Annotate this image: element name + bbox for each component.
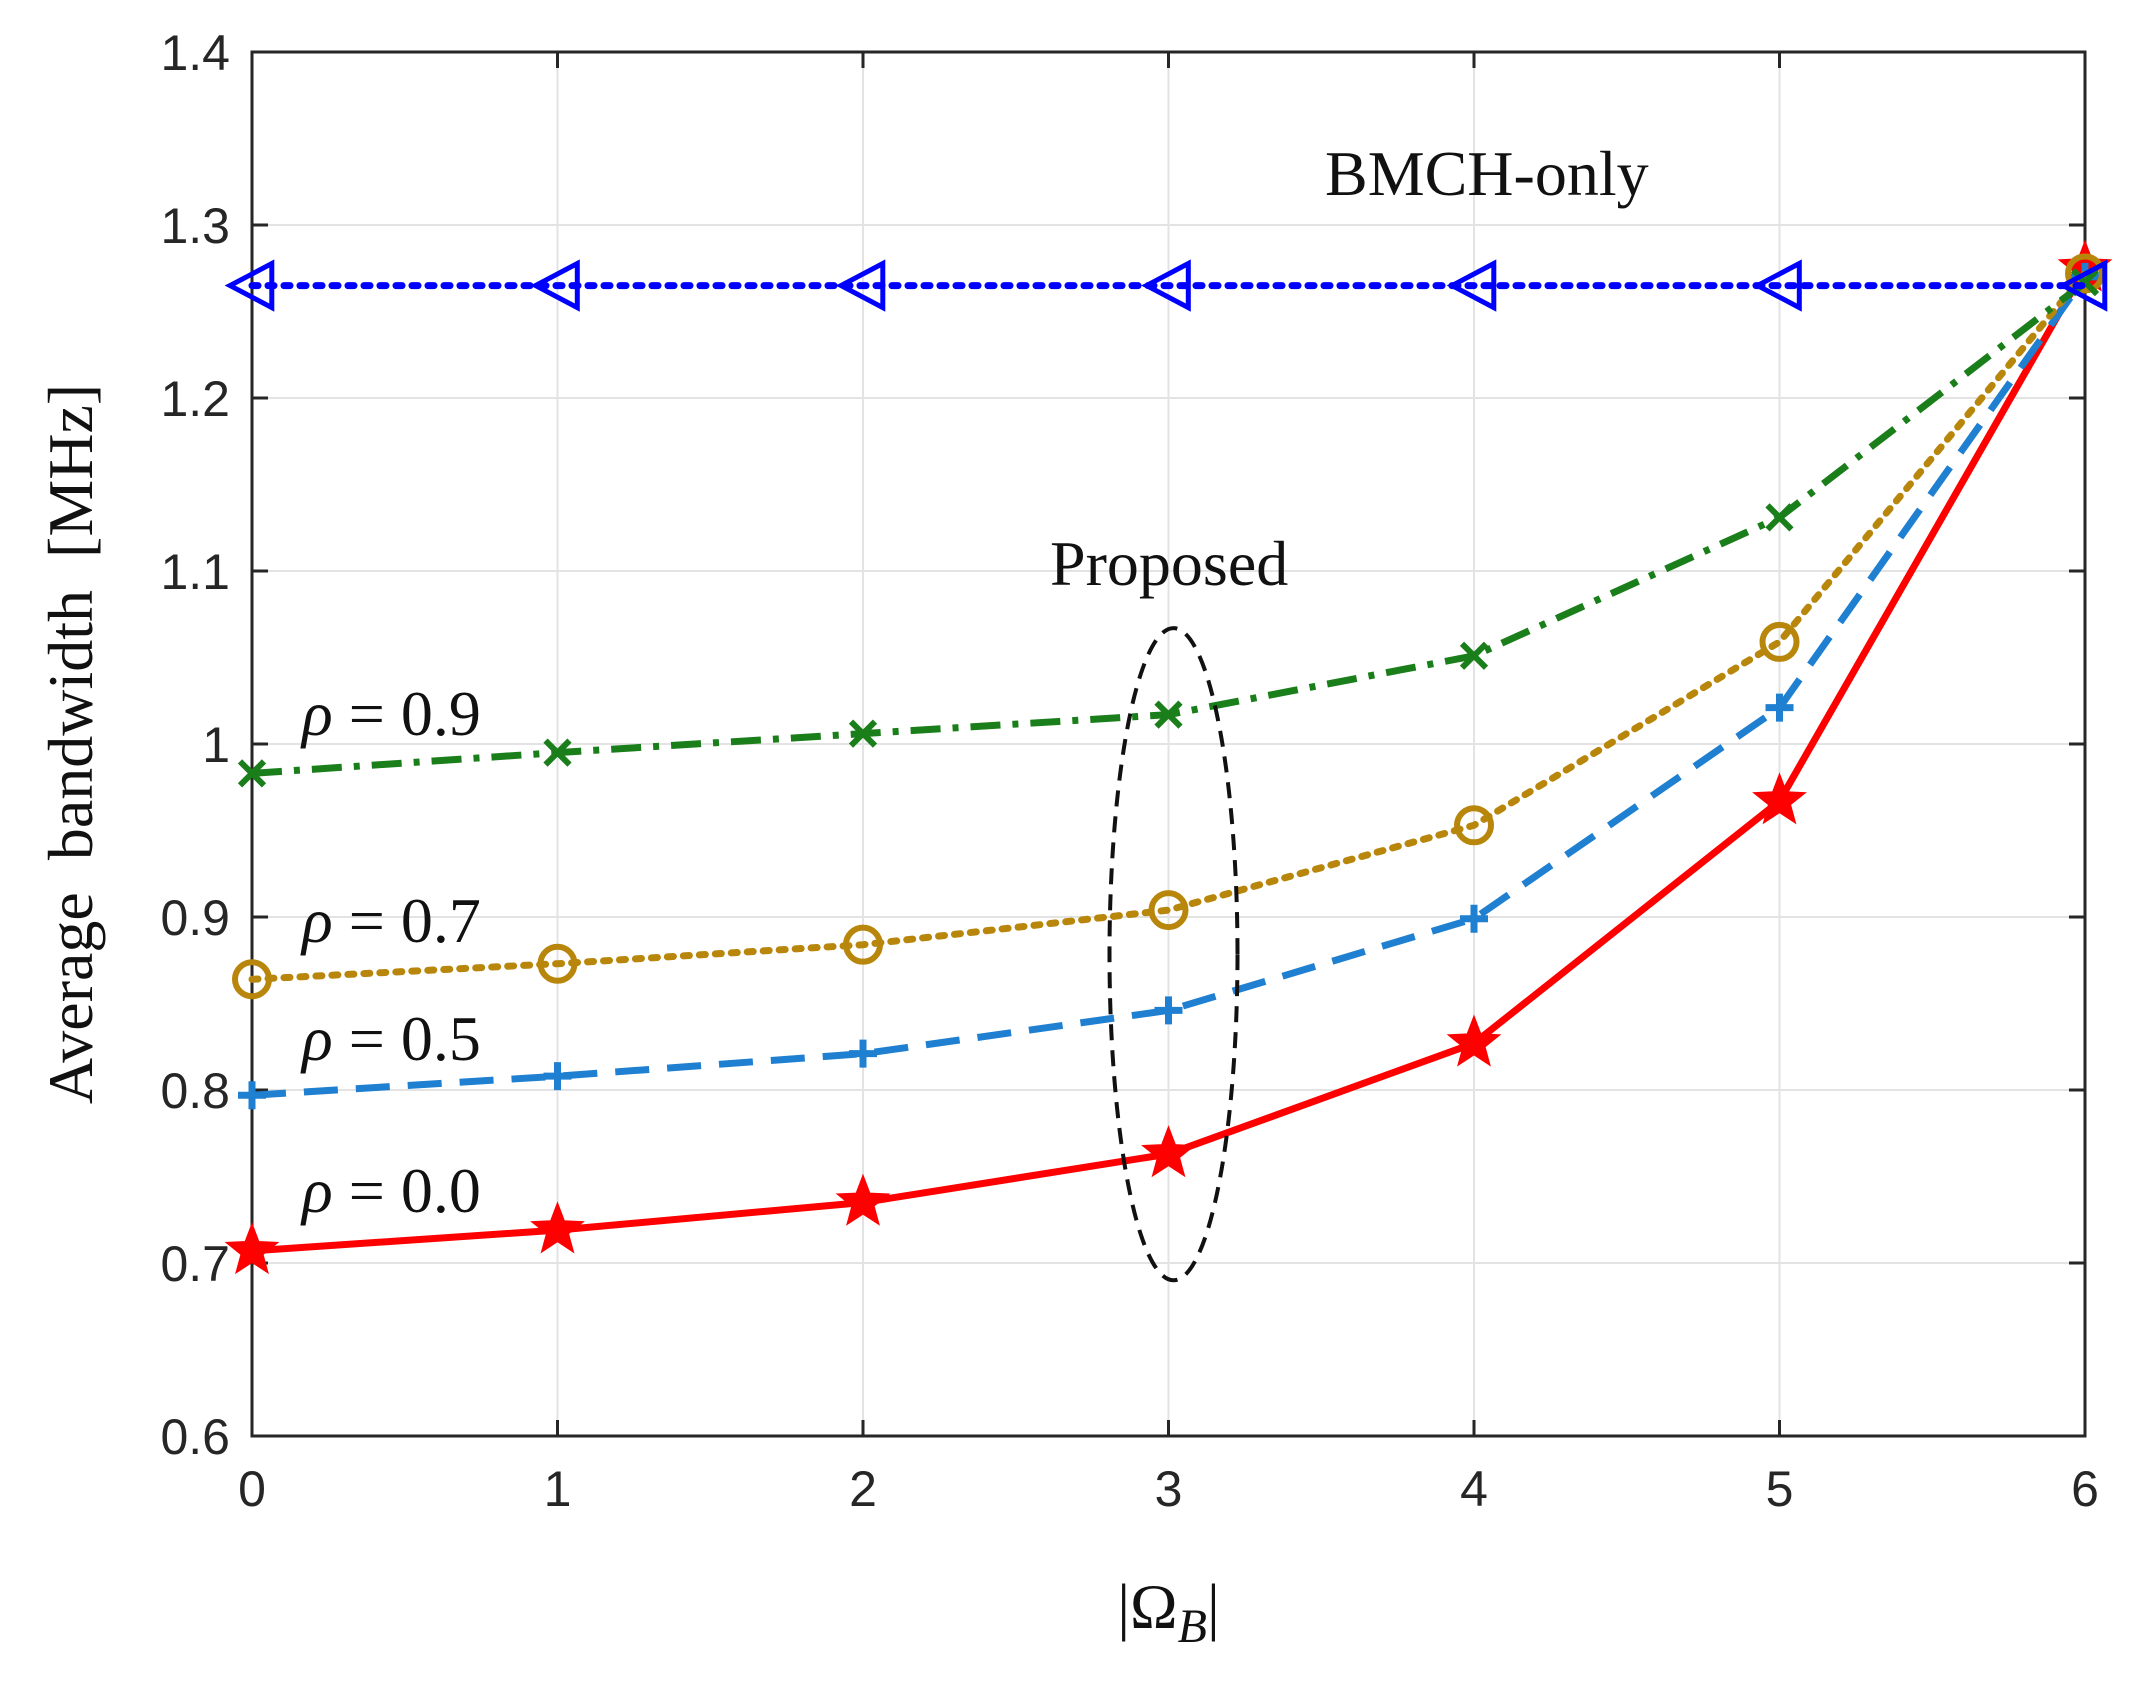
x-axis-title-end: | — [1207, 1571, 1220, 1642]
series-line — [248, 269, 2089, 983]
y-tick-label: 1 — [202, 717, 230, 773]
x-tick-label: 3 — [1155, 1461, 1183, 1517]
marker-x — [1459, 641, 1489, 670]
annotation-rho-0-5: ρ = 0.5 — [300, 1003, 481, 1074]
marker-triangle — [1141, 259, 1191, 312]
y-tick-label: 0.6 — [160, 1409, 230, 1465]
proposed-ellipse — [1107, 626, 1240, 1283]
rho-symbol: ρ — [300, 1155, 333, 1226]
x-tick-label: 1 — [544, 1461, 572, 1517]
y-tick-label: 1.3 — [160, 198, 230, 254]
rho-symbol: ρ — [300, 678, 333, 749]
series--0-5 — [238, 262, 2099, 1110]
marker-triangle — [835, 259, 886, 312]
y-tick-label: 0.8 — [160, 1063, 230, 1119]
marker-star — [530, 1201, 585, 1254]
series-bmch-only — [224, 259, 2108, 312]
y-tick-label: 0.9 — [160, 890, 230, 946]
marker-x — [1154, 700, 1183, 729]
marker-triangle — [1446, 259, 1497, 312]
marker-plus — [543, 1062, 572, 1091]
marker-circle — [537, 943, 578, 984]
marker-circle — [232, 959, 272, 1000]
annotation-rho-0-0: ρ = 0.0 — [300, 1155, 481, 1226]
annotation-bmch-only: BMCH-only — [1325, 138, 1649, 209]
marker-plus — [849, 1039, 877, 1068]
marker-triangle — [1752, 259, 1802, 312]
marker-star — [1446, 1014, 1502, 1067]
marker-triangle — [530, 259, 580, 312]
x-axis-title: |ΩB| — [1117, 1571, 1220, 1653]
marker-plus — [1460, 904, 1488, 933]
ticks: 0 1 2 3 4 5 6 0.6 0.7 0.8 0.9 1 1.1 1.2 1.3 1.4 — [160, 25, 2098, 1517]
rho-symbol: ρ — [300, 885, 333, 956]
y-tick-label: 1.4 — [160, 25, 230, 81]
marker-star — [1141, 1125, 1196, 1178]
marker-star — [224, 1222, 280, 1275]
marker-circle — [1759, 621, 1800, 662]
x-tick-label: 2 — [849, 1461, 877, 1517]
series--0-7 — [232, 253, 2105, 1000]
marker-x — [543, 738, 572, 767]
marker-plus — [1154, 996, 1183, 1025]
marker-x — [1765, 503, 1794, 532]
marker-star — [835, 1173, 891, 1226]
marker-plus — [1765, 693, 1794, 722]
marker-circle — [2065, 253, 2105, 294]
annotation-proposed: Proposed — [1050, 528, 1288, 599]
rho-value: = 0.5 — [333, 1003, 481, 1074]
x-tick-label: 0 — [238, 1461, 266, 1517]
series-group — [224, 239, 2113, 1275]
marker-circle — [1454, 805, 1494, 846]
x-tick-label: 4 — [1460, 1461, 1488, 1517]
marker-circle — [843, 924, 883, 965]
rho-symbol: ρ — [300, 1003, 333, 1074]
x-tick-label: 6 — [2071, 1461, 2099, 1517]
y-tick-label: 1.2 — [160, 371, 230, 427]
marker-x — [848, 719, 878, 748]
marker-triangle — [2057, 259, 2108, 312]
rho-value: = 0.0 — [333, 1155, 481, 1226]
marker-star — [1752, 772, 1807, 825]
y-tick-label: 0.7 — [160, 1236, 230, 1292]
x-tick-label: 5 — [1766, 1461, 1794, 1517]
rho-value: = 0.9 — [333, 678, 481, 749]
series--0-9 — [237, 267, 2100, 788]
rho-value: = 0.7 — [333, 885, 481, 956]
annotation-rho-0-7: ρ = 0.7 — [300, 885, 481, 956]
x-axis-title-main: |Ω — [1117, 1571, 1177, 1642]
annotation-rho-0-9: ρ = 0.9 — [300, 678, 481, 749]
marker-triangle — [224, 259, 275, 312]
y-axis-title: Average bandwidth [MHz] — [35, 384, 106, 1104]
marker-plus — [238, 1081, 266, 1110]
marker-x — [237, 759, 267, 788]
marker-circle — [1148, 890, 1189, 931]
y-tick-label: 1.1 — [160, 544, 230, 600]
x-axis-title-subscript: B — [1178, 1600, 1207, 1653]
marker-x — [2070, 267, 2100, 297]
